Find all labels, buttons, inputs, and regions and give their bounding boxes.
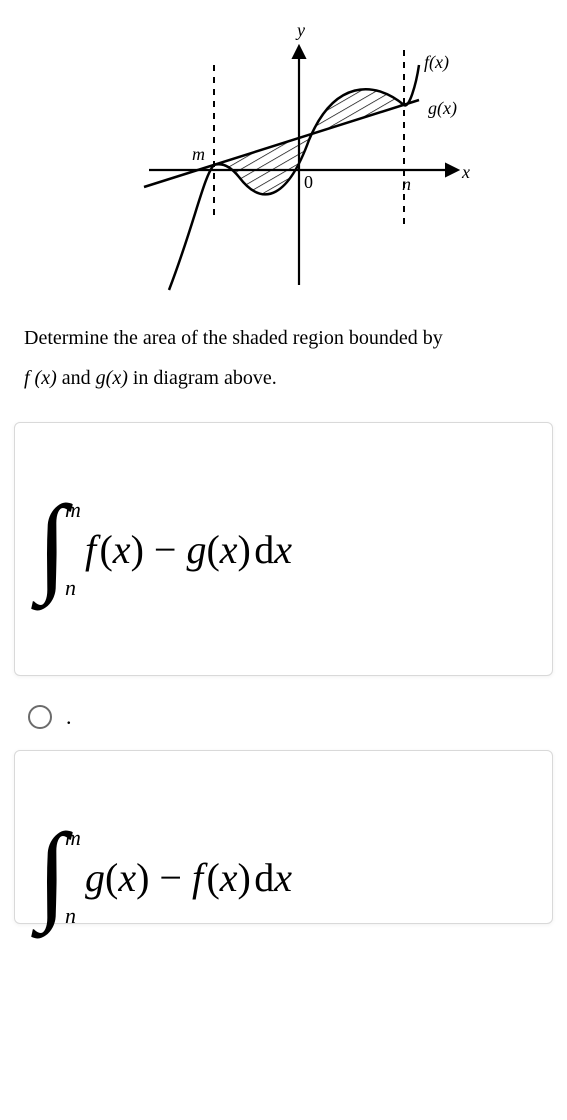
radio-circle-icon[interactable] bbox=[28, 705, 52, 729]
question-suffix: in diagram above. bbox=[133, 367, 277, 389]
y-axis-label: y bbox=[295, 20, 305, 40]
option-a-radio-row[interactable]: . bbox=[0, 698, 567, 736]
option-b-formula: ∫ m n g(x) − f (x) dx bbox=[35, 831, 532, 923]
question-f: f (x) bbox=[24, 367, 57, 389]
option-b-expr: g(x) − f (x) dx bbox=[85, 854, 292, 901]
option-b-card[interactable]: ∫ m n g(x) − f (x) dx bbox=[14, 750, 553, 924]
question-text: Determine the area of the shaded region … bbox=[0, 300, 567, 408]
int-b-upper: m bbox=[65, 825, 81, 851]
option-a-expr: f (x) − g(x) dx bbox=[85, 526, 292, 573]
n-label: n bbox=[402, 174, 411, 194]
f-label: f(x) bbox=[424, 52, 449, 73]
int-a-lower: n bbox=[65, 575, 76, 601]
integral-sign-a: ∫ m n bbox=[35, 503, 83, 595]
option-a-card[interactable]: ∫ m n f (x) − g(x) dx bbox=[14, 422, 553, 676]
question-line1: Determine the area of the shaded region … bbox=[24, 327, 443, 349]
int-a-upper: m bbox=[65, 497, 81, 523]
integral-sign-b: ∫ m n bbox=[35, 831, 83, 923]
m-label: m bbox=[192, 144, 205, 164]
diagram-container: y x 0 m n f(x) g(x) bbox=[0, 0, 567, 300]
origin-label: 0 bbox=[304, 172, 313, 192]
radio-dot-label: . bbox=[66, 704, 72, 730]
option-a-formula: ∫ m n f (x) − g(x) dx bbox=[35, 503, 532, 595]
g-label: g(x) bbox=[428, 98, 457, 119]
int-b-lower: n bbox=[65, 903, 76, 929]
question-g: g(x) bbox=[96, 367, 128, 389]
x-axis-label: x bbox=[461, 162, 470, 182]
question-and: and bbox=[62, 367, 96, 389]
diagram-svg: y x 0 m n f(x) g(x) bbox=[84, 10, 484, 300]
